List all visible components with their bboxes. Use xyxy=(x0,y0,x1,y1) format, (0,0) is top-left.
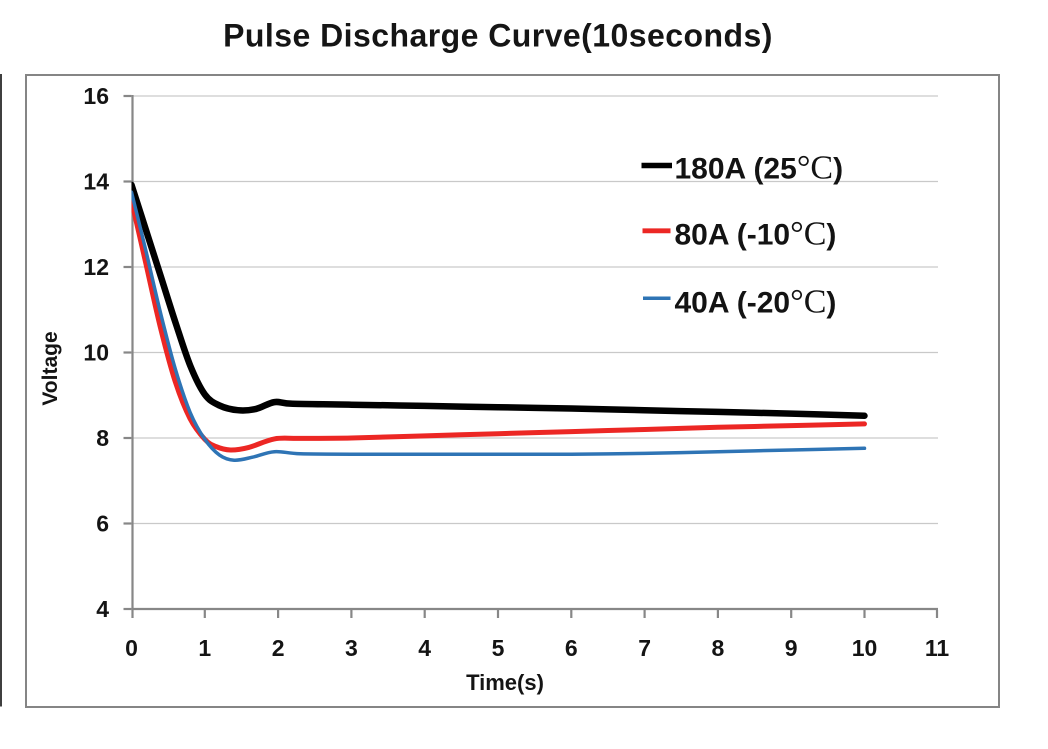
svg-text:80A (-10°C): 80A (-10°C) xyxy=(675,216,837,253)
svg-text:12: 12 xyxy=(83,254,109,280)
svg-text:1: 1 xyxy=(198,635,211,661)
svg-text:40A (-20°C): 40A (-20°C) xyxy=(675,283,837,320)
svg-text:6: 6 xyxy=(96,511,109,537)
svg-text:11: 11 xyxy=(925,635,950,661)
svg-text:8: 8 xyxy=(712,635,725,661)
svg-text:Pulse Discharge Curve(10second: Pulse Discharge Curve(10seconds) xyxy=(223,18,773,54)
svg-text:0: 0 xyxy=(125,635,138,661)
svg-text:6: 6 xyxy=(565,635,578,661)
svg-text:2: 2 xyxy=(272,635,285,661)
svg-text:10: 10 xyxy=(83,340,109,366)
svg-text:3: 3 xyxy=(345,635,358,661)
svg-text:14: 14 xyxy=(83,169,109,195)
svg-text:Time(s): Time(s) xyxy=(466,670,544,695)
svg-text:7: 7 xyxy=(638,635,651,661)
svg-text:4: 4 xyxy=(418,635,431,661)
svg-text:9: 9 xyxy=(785,635,798,661)
svg-text:8: 8 xyxy=(96,425,109,451)
svg-text:5: 5 xyxy=(492,635,505,661)
svg-text:4: 4 xyxy=(96,596,109,622)
svg-text:10: 10 xyxy=(852,635,878,661)
svg-text:16: 16 xyxy=(83,83,109,109)
svg-text:180A (25°C): 180A (25°C) xyxy=(675,149,844,186)
svg-text:Voltage: Voltage xyxy=(39,331,62,405)
